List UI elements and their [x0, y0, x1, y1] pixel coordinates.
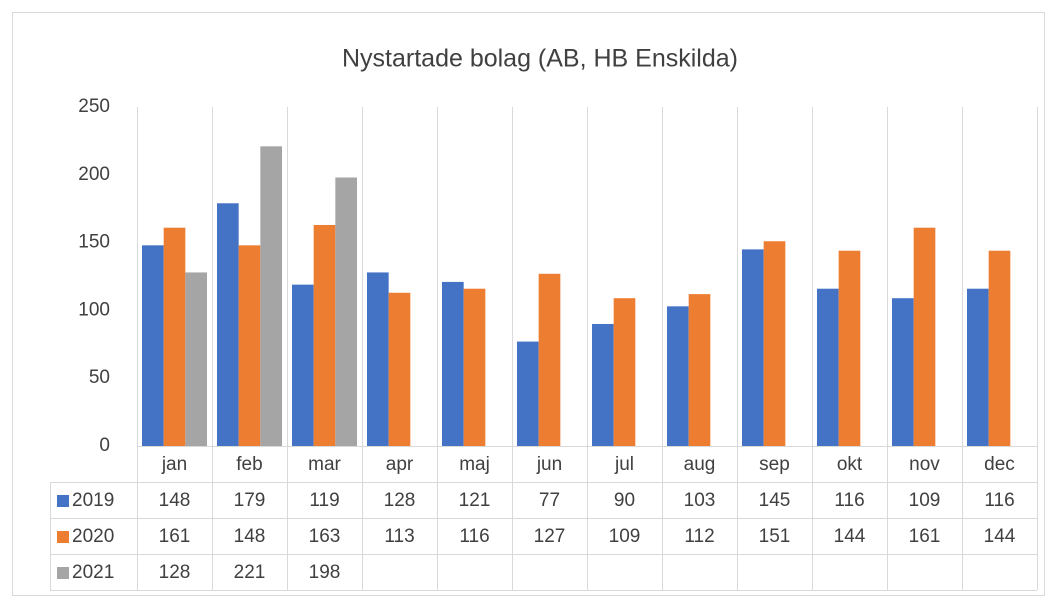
bar [913, 227, 936, 446]
bar [592, 323, 614, 446]
table-value: 151 [759, 526, 791, 547]
table-value: 144 [984, 526, 1016, 547]
x-tick-label: nov [909, 454, 940, 475]
bar [838, 250, 861, 446]
chart-title: Nystartade bolag (AB, HB Enskilda) [342, 45, 738, 73]
table-value: 90 [614, 490, 635, 511]
table-value: 109 [909, 490, 941, 511]
table-value: 116 [834, 490, 864, 511]
table-value: 163 [309, 526, 341, 547]
bar [292, 284, 314, 446]
x-tick-label: mar [308, 454, 341, 475]
table-value: 148 [159, 490, 191, 511]
table-value: 221 [234, 562, 266, 583]
table-value: 128 [159, 562, 191, 583]
table-value: 103 [684, 490, 716, 511]
bar [667, 306, 689, 446]
legend-swatch [57, 567, 69, 579]
table-value: 148 [234, 526, 266, 547]
table-value: 198 [309, 562, 341, 583]
table-value: 144 [834, 526, 866, 547]
x-tick-label: jan [161, 454, 187, 475]
table-value: 112 [684, 526, 714, 547]
bar [442, 281, 464, 446]
table-value: 127 [534, 526, 566, 547]
legend-label: 2021 [72, 562, 114, 583]
bar [142, 245, 164, 446]
bar [538, 273, 561, 446]
table-value: 116 [459, 526, 489, 547]
bar [185, 272, 207, 446]
bar [817, 288, 839, 446]
bar [763, 241, 786, 446]
bar [238, 245, 261, 446]
legend-label: 2020 [72, 526, 114, 547]
x-tick-label: aug [684, 454, 716, 475]
table-value: 116 [984, 490, 1014, 511]
table-value: 109 [609, 526, 641, 547]
bar [313, 224, 336, 446]
table-value: 145 [759, 490, 791, 511]
bar [517, 341, 539, 446]
x-tick-label: jul [614, 454, 634, 475]
bar [335, 177, 357, 446]
table-value: 121 [459, 490, 491, 511]
table-value: 113 [384, 526, 414, 547]
bar [388, 292, 411, 446]
x-tick-label: feb [236, 454, 262, 475]
y-tick-label: 0 [99, 435, 110, 456]
legend-swatch [57, 531, 69, 543]
bar [367, 272, 389, 446]
x-tick-label: okt [837, 454, 863, 475]
x-tick-label: dec [984, 454, 1015, 475]
bar [260, 146, 282, 446]
y-tick-label: 50 [89, 367, 110, 388]
bar [688, 294, 711, 446]
table-value: 161 [909, 526, 941, 547]
y-tick-label: 250 [78, 96, 110, 117]
x-tick-label: sep [759, 454, 790, 475]
table-value: 128 [384, 490, 416, 511]
bar [163, 227, 186, 446]
table-value: 179 [234, 490, 266, 511]
table-value: 77 [539, 490, 560, 511]
legend-label: 2019 [72, 490, 114, 511]
table-value: 161 [159, 526, 191, 547]
legend-swatch [57, 495, 69, 507]
bar [892, 298, 914, 446]
bar [217, 203, 239, 446]
y-tick-label: 200 [78, 164, 110, 185]
bar [988, 250, 1011, 446]
bar [463, 288, 486, 446]
bar [613, 298, 636, 446]
x-tick-label: maj [459, 454, 490, 475]
x-tick-label: jun [536, 454, 562, 475]
bar [967, 288, 989, 446]
y-tick-label: 100 [78, 299, 110, 320]
y-tick-label: 150 [78, 232, 110, 253]
x-tick-label: apr [386, 454, 414, 475]
table-value: 119 [309, 490, 339, 511]
bar [742, 249, 764, 446]
